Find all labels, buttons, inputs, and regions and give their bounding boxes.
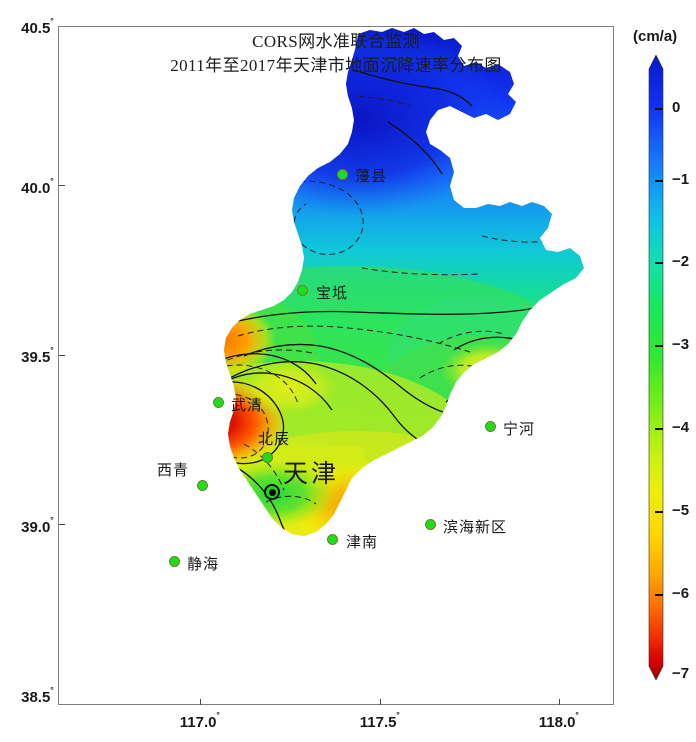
colorbar-gradient	[648, 54, 664, 681]
marker-jinnan[interactable]	[327, 534, 338, 545]
colorbar-tick--6	[655, 594, 663, 596]
colorbar-tick--3	[655, 345, 663, 347]
colorbar-label--6: −6	[672, 585, 690, 602]
colorbar-label--5: −5	[672, 502, 690, 519]
y-tick-mark-40_0	[59, 185, 65, 186]
y-tick-label-39_5: 39.5˚	[21, 347, 54, 366]
marker-wuqing[interactable]	[213, 397, 224, 408]
marker-jinghai[interactable]	[169, 556, 180, 567]
y-tick-mark-39_0	[59, 524, 65, 525]
marker-jixian[interactable]	[337, 169, 348, 180]
marker-tianjin-capital[interactable]	[264, 484, 280, 500]
x-tick-mark-118_0	[559, 699, 560, 705]
x-tick-label-117_5: 117.5˚	[359, 712, 401, 731]
colorbar-tick--1	[655, 180, 663, 182]
y-tick-label-38_5: 38.5˚	[21, 687, 54, 706]
colorbar-label--3: −3	[672, 336, 690, 353]
colorbar-tick-0	[655, 108, 663, 110]
marker-baodi[interactable]	[297, 285, 308, 296]
marker-ninghe[interactable]	[485, 421, 496, 432]
colorbar-label--7: −7	[672, 665, 690, 682]
x-tick-label-117_0: 117.0˚	[179, 712, 221, 731]
x-tick-mark-117_0	[200, 699, 201, 705]
x-tick-label-118_0: 118.0˚	[538, 712, 580, 731]
colorbar-tick--4	[655, 428, 663, 430]
tianjin-subsidence-map-svg	[100, 28, 596, 662]
y-tick-mark-39_5	[59, 355, 65, 356]
colorbar-label-0: 0	[672, 99, 681, 116]
colorbar-label--2: −2	[672, 253, 690, 270]
colorbar-unit-label: (cm/a)	[633, 28, 678, 45]
y-tick-label-40_0: 40.0˚	[21, 178, 54, 197]
x-tick-mark-117_5	[380, 699, 381, 705]
marker-binhai[interactable]	[425, 519, 436, 530]
marker-beichen[interactable]	[262, 452, 273, 463]
map-canvas	[58, 26, 614, 705]
y-tick-label-39_0: 39.0˚	[21, 517, 54, 536]
y-tick-label-40_5: 40.5˚	[21, 18, 54, 37]
colorbar-tick--2	[655, 262, 663, 264]
colorbar-tick--5	[655, 511, 663, 513]
marker-xiqing[interactable]	[197, 480, 208, 491]
colorbar-label--1: −1	[672, 171, 690, 188]
colorbar-label--4: −4	[672, 419, 690, 436]
colorbar[interactable]	[644, 54, 668, 681]
